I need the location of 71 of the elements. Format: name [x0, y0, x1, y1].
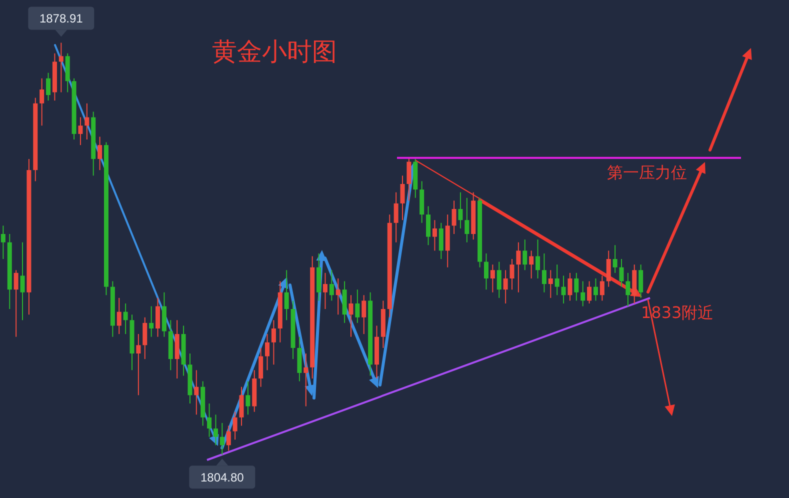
candlestick — [156, 297, 160, 338]
candlestick — [213, 414, 218, 446]
candlestick — [529, 250, 534, 279]
candlestick — [232, 411, 238, 440]
candlestick — [84, 102, 90, 140]
candlestick — [116, 297, 122, 335]
candlestick — [355, 289, 360, 324]
candlestick — [561, 275, 566, 304]
candlestick — [0, 225, 6, 260]
candlestick — [542, 252, 546, 293]
candlestick — [149, 306, 154, 338]
candlestick — [580, 280, 586, 307]
candlestick — [548, 270, 553, 298]
candlestick — [619, 258, 624, 288]
candlestick — [464, 197, 470, 243]
candlestick — [258, 347, 264, 388]
candlestick — [516, 242, 521, 293]
candlestick — [46, 72, 51, 102]
candlestick — [503, 270, 508, 304]
annotation: 1878.91 — [39, 12, 84, 26]
candlestick — [362, 294, 366, 335]
candlestick — [406, 157, 412, 202]
candlestick — [400, 175, 405, 221]
candlestick — [426, 206, 431, 246]
candlestick — [600, 275, 604, 302]
candlestick — [452, 200, 456, 234]
candlestick — [284, 270, 289, 321]
candlestick — [394, 192, 398, 243]
candlestick — [98, 136, 102, 171]
candlestick — [136, 334, 141, 396]
candlestick — [432, 220, 437, 252]
candlestick — [606, 250, 611, 288]
candlestick — [265, 334, 270, 371]
candlestick — [554, 264, 560, 296]
candlestick — [194, 370, 199, 416]
candlestick — [336, 278, 340, 316]
candlestick — [220, 422, 224, 456]
candlestick — [612, 244, 618, 274]
candlestick — [40, 78, 44, 126]
candlestick — [510, 258, 514, 290]
candlestick — [574, 272, 579, 302]
candlestick — [226, 425, 231, 452]
candlestick — [490, 264, 495, 293]
candlestick — [348, 294, 354, 338]
candlestick — [536, 239, 540, 279]
candlestick — [626, 272, 630, 307]
candlestick — [329, 270, 334, 302]
candlestick — [587, 280, 592, 304]
candlestick — [271, 320, 276, 366]
candlestick — [142, 316, 148, 360]
candlestick — [496, 261, 502, 298]
candlestick — [438, 222, 444, 260]
candlestick — [322, 272, 328, 310]
candlestick — [20, 242, 25, 321]
candlestick — [78, 116, 83, 146]
candlestick — [58, 42, 64, 93]
candlestick — [638, 264, 644, 298]
candlestick — [14, 270, 18, 338]
candlestick — [246, 380, 250, 416]
annotation: 1804.80 — [200, 470, 244, 485]
text: 黄金小时图 — [212, 37, 337, 66]
candlestick — [304, 352, 308, 407]
candlestick — [593, 278, 598, 302]
candlestick — [207, 403, 212, 438]
candlestick — [458, 192, 463, 229]
candlestick — [522, 239, 528, 271]
ref-line-label: 第一压力位 — [607, 162, 687, 182]
candlestick — [123, 302, 128, 335]
candlestick — [484, 252, 488, 290]
candlestick — [568, 272, 572, 302]
candlestick — [239, 386, 244, 426]
